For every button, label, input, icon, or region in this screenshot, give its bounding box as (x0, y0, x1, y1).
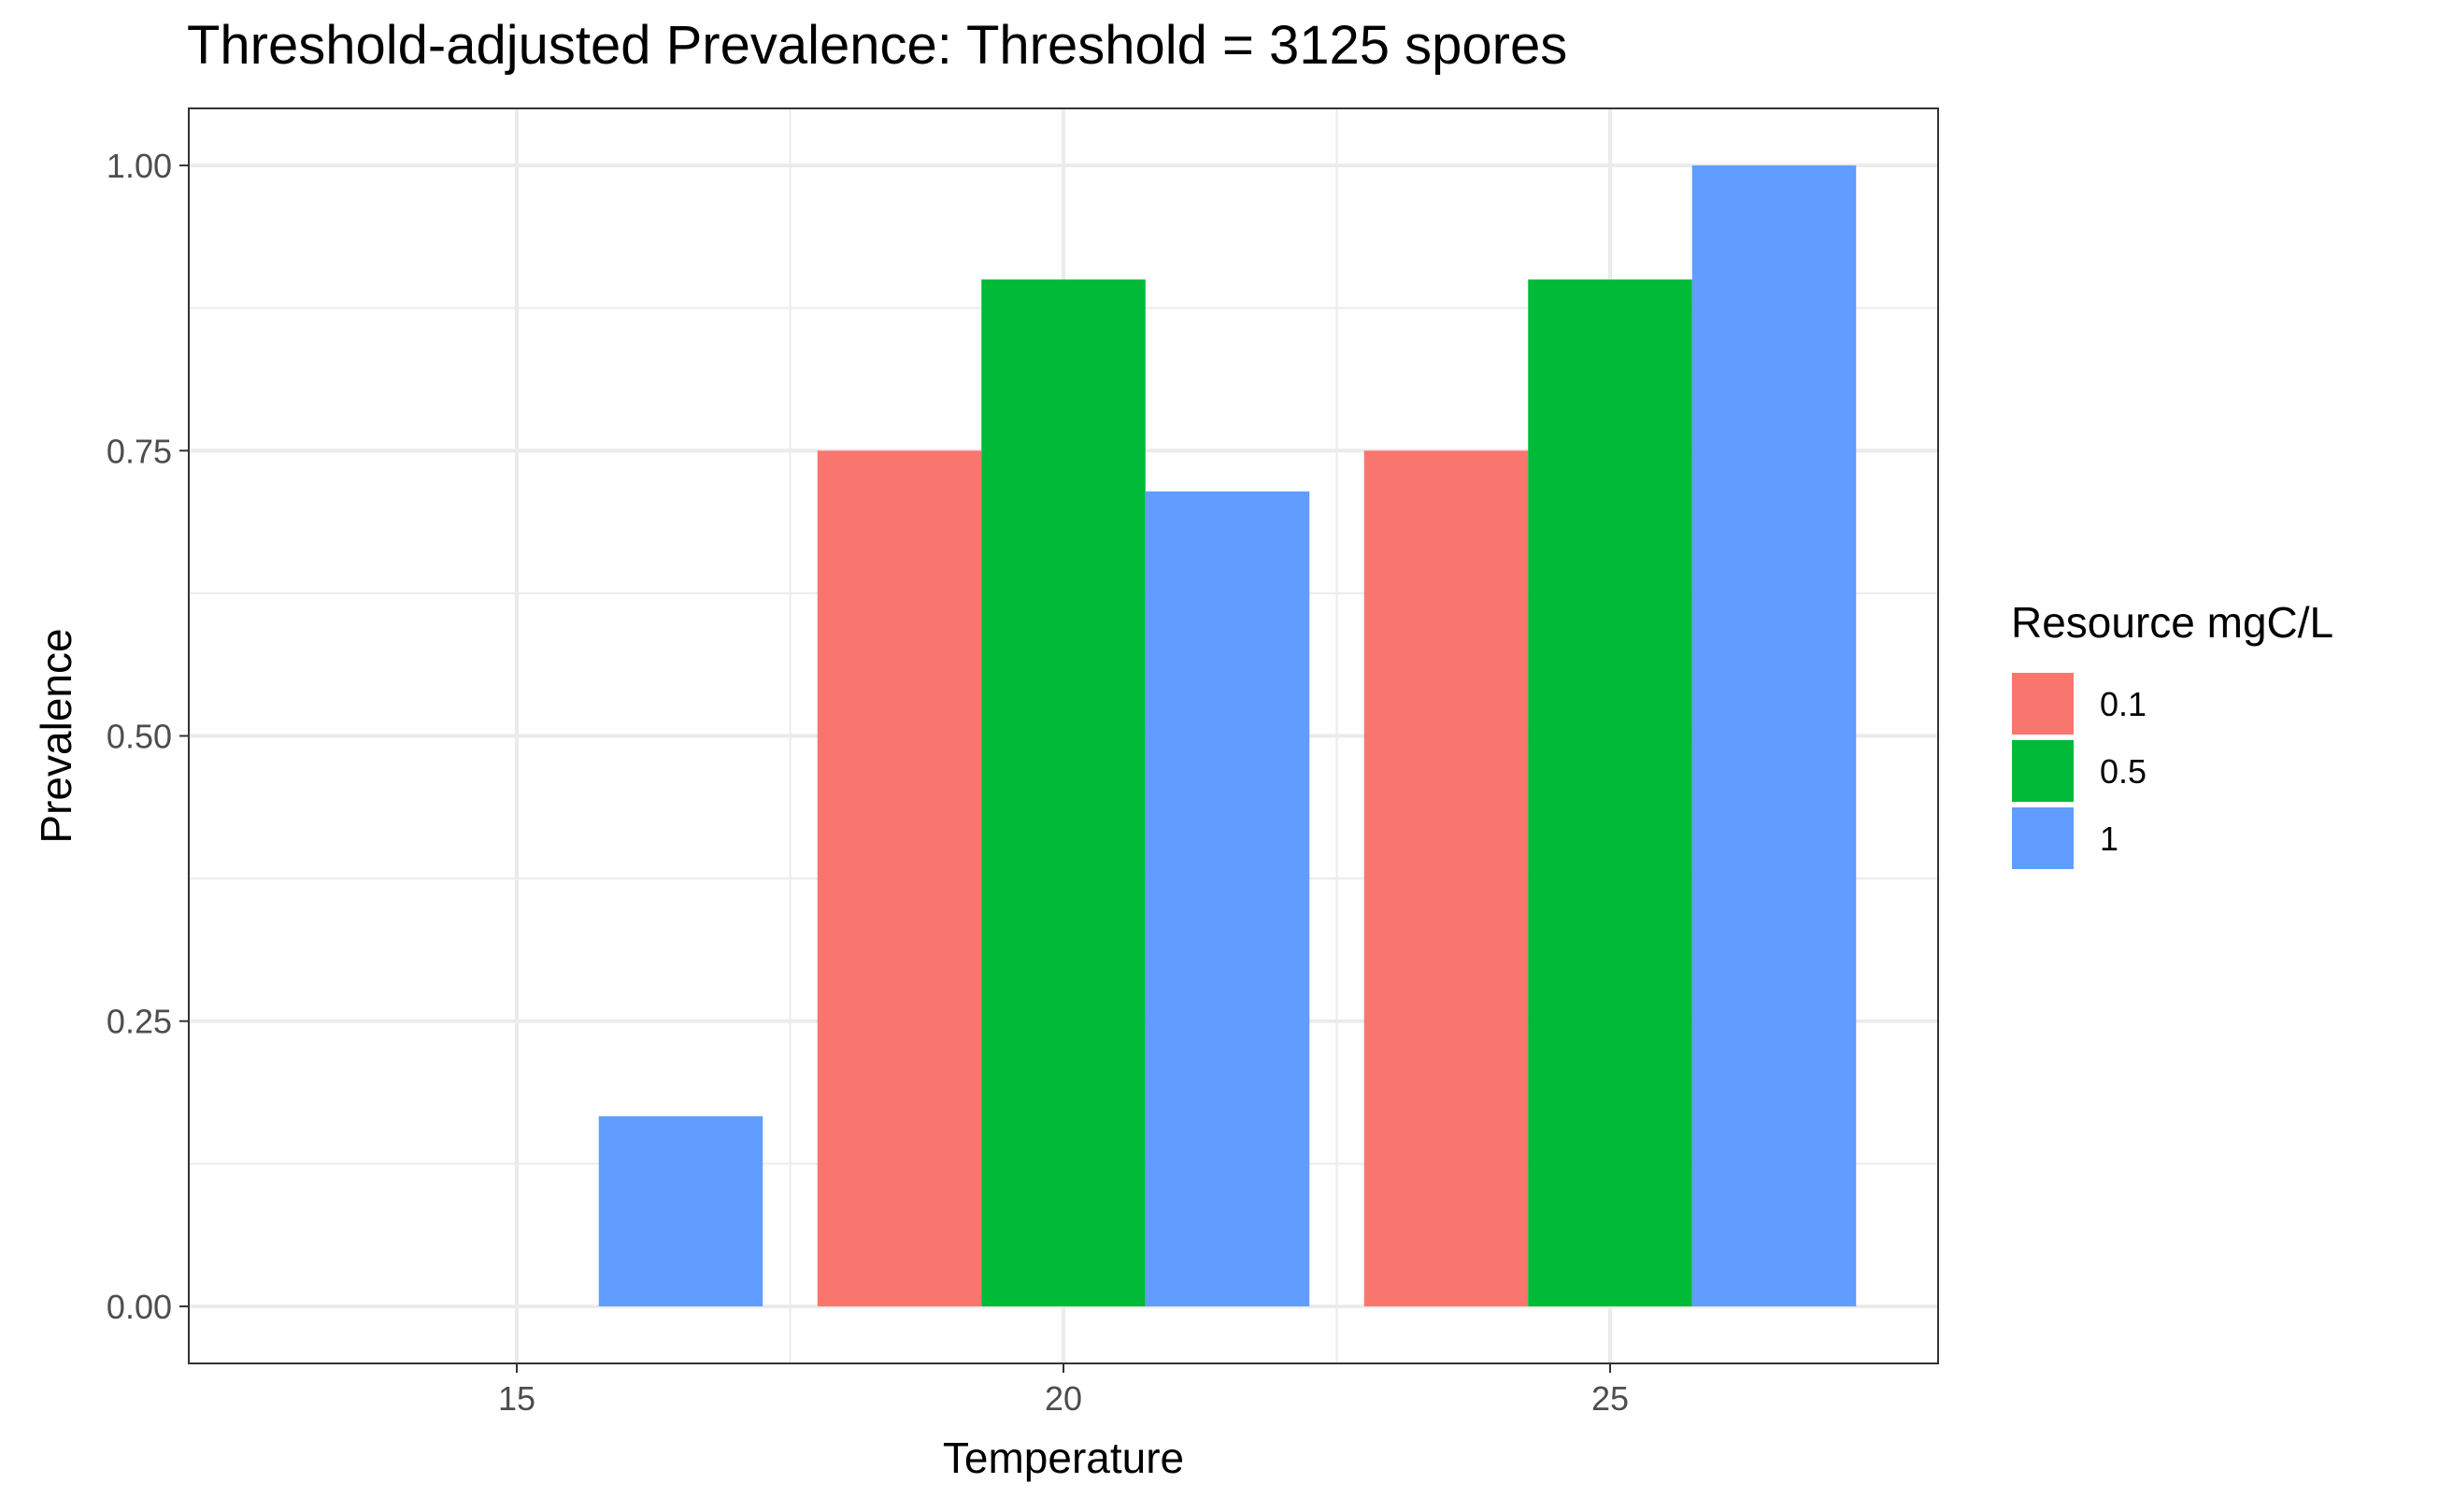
legend-key-1 (2012, 807, 2074, 869)
bar-0_5-x20 (981, 279, 1146, 1306)
legend-key-0_5 (2012, 740, 2074, 802)
chart-title: Threshold-adjusted Prevalence: Threshold… (187, 15, 1567, 76)
legend-key-0_1 (2012, 673, 2074, 735)
legend-label: 0.1 (2100, 685, 2147, 723)
legend-items: 0.1 0.5 1 (2012, 673, 2147, 869)
legend-label: 1 (2100, 820, 2118, 858)
x-tick-label: 15 (498, 1379, 535, 1418)
legend-title: Resource mgC/L (2011, 598, 2333, 647)
y-tick-label: 0.75 (107, 432, 172, 470)
bar-1-x15 (598, 1116, 763, 1306)
x-axis: 15 20 25 (498, 1363, 1629, 1418)
x-tick-label: 20 (1045, 1379, 1082, 1418)
x-tick-label: 25 (1591, 1379, 1629, 1418)
y-axis: 0.00 0.25 0.50 0.75 1.00 (107, 147, 189, 1326)
bar-0_1-x20 (817, 450, 982, 1306)
legend: Resource mgC/L 0.1 0.5 1 (2011, 598, 2333, 869)
bar-1-x20 (1145, 491, 1310, 1306)
bar-1-x25 (1691, 165, 1857, 1306)
bar-0_5-x25 (1528, 279, 1692, 1306)
y-tick-label: 1.00 (107, 147, 172, 185)
y-tick-label: 0.25 (107, 1003, 172, 1041)
y-tick-label: 0.50 (107, 718, 172, 756)
y-tick-label: 0.00 (107, 1288, 172, 1326)
y-axis-title: Prevalence (32, 628, 80, 843)
bar-0_1-x25 (1363, 450, 1529, 1306)
x-axis-title: Temperature (943, 1434, 1184, 1482)
bars-layer (598, 165, 1857, 1306)
legend-label: 0.5 (2100, 752, 2147, 791)
